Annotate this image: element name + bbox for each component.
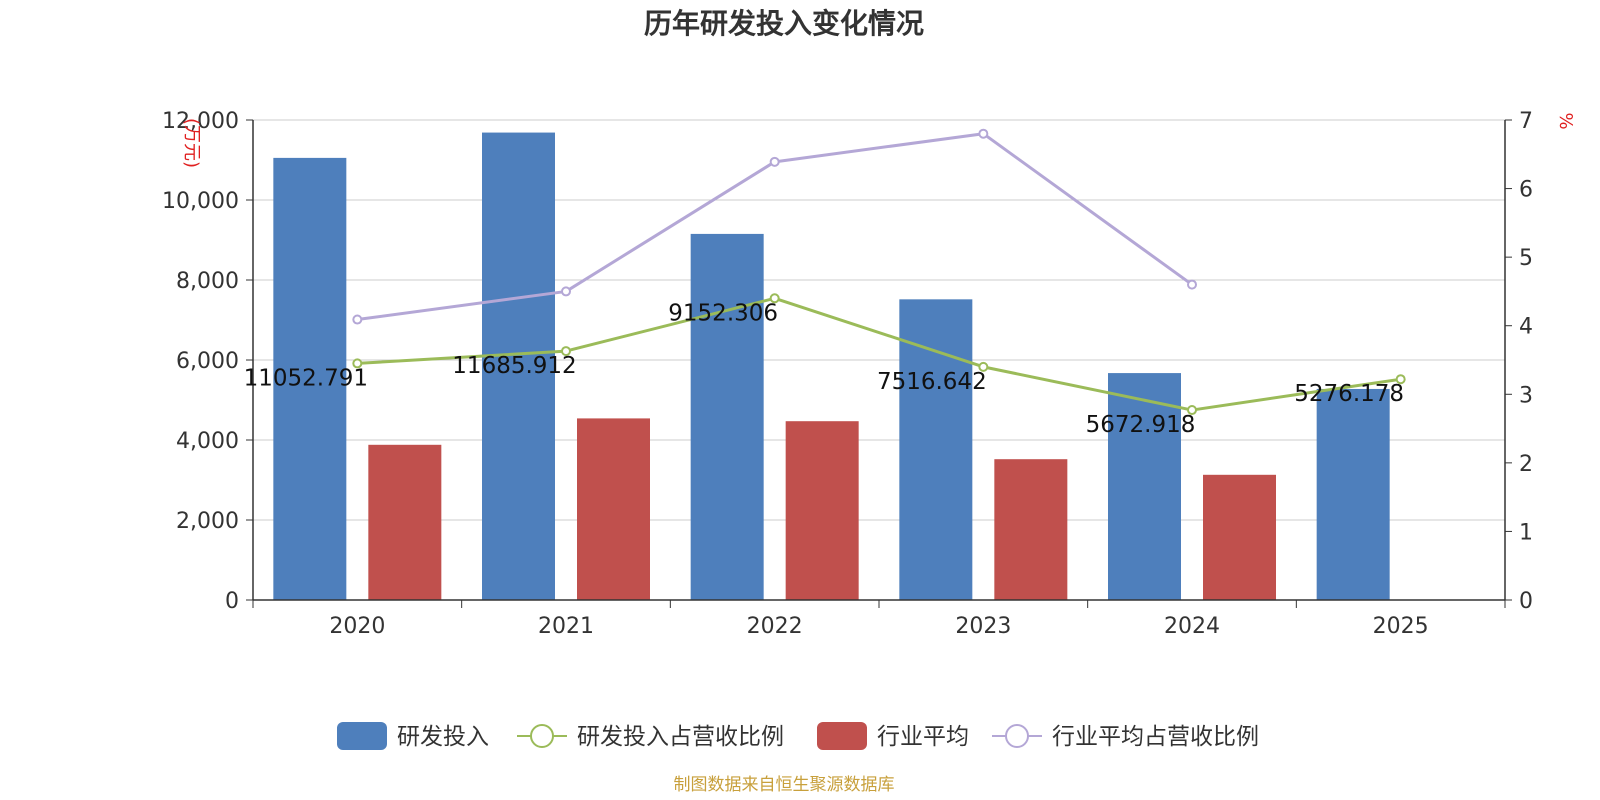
rd-ratio-point: [352, 358, 363, 369]
legend-swatch-bar: [817, 722, 867, 750]
y-right-tick-label: 3: [1519, 383, 1533, 408]
industry-ratio-point: [561, 286, 571, 297]
data-label-rd: 11685.912: [452, 353, 576, 379]
source-note: 制图数据来自恒生聚源数据库: [674, 775, 895, 795]
lines: [352, 128, 1406, 416]
x-tick-label: 2025: [1373, 614, 1429, 639]
legend-label: 研发投入占营收比例: [577, 724, 784, 750]
y-right-tick-label: 1: [1519, 520, 1533, 545]
bar-rd-investment: [899, 299, 973, 600]
y-axis-right-unit: %: [1555, 112, 1576, 129]
y-right-tick-label: 7: [1519, 109, 1533, 134]
data-label-rd: 5672.918: [1086, 412, 1196, 438]
legend-label: 研发投入: [397, 724, 489, 750]
legend-swatch-marker: [1005, 724, 1029, 748]
legend-label: 行业平均: [877, 724, 969, 750]
bar-rd-investment: [690, 233, 764, 600]
bar-rd-investment: [482, 132, 555, 600]
x-tick-label: 2022: [747, 614, 803, 639]
bar-industry-average: [994, 459, 1068, 600]
y-left-tick-label: 0: [225, 589, 239, 614]
bar-rd-investment: [1316, 388, 1390, 600]
industry-ratio-point: [978, 128, 989, 139]
grid-lines: [253, 119, 1505, 521]
rd-ratio-point: [1187, 405, 1197, 416]
industry-ratio-point: [352, 314, 363, 325]
legend-swatch-bar: [337, 722, 387, 750]
legend-label: 行业平均占营收比例: [1052, 724, 1259, 750]
bars: [273, 132, 1390, 600]
x-tick-label: 2023: [955, 614, 1011, 639]
bar-industry-average: [785, 421, 859, 600]
legend: 研发投入 研发投入占营收比例 行业平均 行业平均占营收比例: [337, 722, 1259, 750]
y-right-tick-label: 0: [1519, 589, 1533, 614]
x-tick-label: 2024: [1164, 614, 1220, 639]
data-label-rd: 7516.642: [877, 369, 987, 395]
y-left-tick-label: 12,000: [162, 109, 239, 134]
chart-title: 历年研发投入变化情况: [644, 7, 924, 40]
bar-industry-average: [577, 418, 650, 600]
y-right-tick-label: 6: [1519, 178, 1533, 203]
bar-industry-average: [1203, 474, 1276, 600]
bar-industry-average: [368, 444, 442, 600]
x-tick-label: 2020: [329, 614, 385, 639]
y-right-tick-label: 4: [1519, 315, 1533, 340]
y-left-tick-label: 6,000: [176, 349, 239, 374]
bar-rd-investment: [273, 157, 347, 600]
data-label-rd: 5276.178: [1294, 381, 1404, 407]
x-tick-label: 2021: [538, 614, 594, 639]
industry-ratio-point: [769, 156, 780, 167]
rd-ratio-point: [978, 361, 989, 372]
y-axis-left-unit: (万元): [181, 118, 202, 168]
axes: 02,0004,0006,0008,00010,00012,0000123456…: [162, 109, 1533, 639]
y-right-tick-label: 5: [1519, 246, 1533, 271]
rd-ratio-line: [357, 296, 1401, 412]
industry-ratio-point: [1187, 279, 1197, 290]
rd-ratio-point: [561, 346, 571, 357]
y-left-tick-label: 10,000: [162, 189, 239, 214]
bar-rd-investment: [1108, 373, 1181, 600]
y-right-tick-label: 2: [1519, 452, 1533, 477]
y-left-tick-label: 4,000: [176, 429, 239, 454]
y-left-tick-label: 8,000: [176, 269, 239, 294]
rd-ratio-point: [1395, 374, 1406, 385]
data-labels: 11052.791 11685.912 9152.306 7516.642 5672.9…: [244, 300, 1404, 438]
y-left-tick-label: 2,000: [176, 509, 239, 534]
data-label-rd: 11052.791: [244, 365, 368, 391]
legend-swatch-marker: [530, 724, 554, 748]
data-label-rd: 9152.306: [668, 300, 778, 326]
rd-ratio-point: [769, 293, 780, 304]
